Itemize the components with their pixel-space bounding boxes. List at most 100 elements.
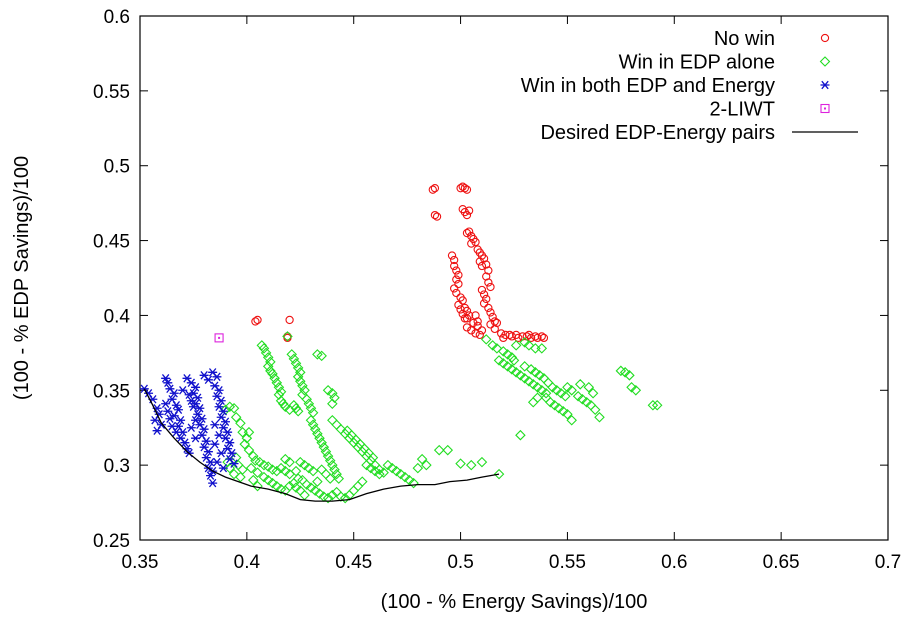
- data-point: [329, 392, 340, 404]
- data-point: [314, 488, 325, 499]
- data-point: [452, 288, 461, 298]
- data-point: [267, 368, 278, 380]
- data-point: [367, 452, 379, 463]
- data-point: [267, 477, 278, 489]
- data-point: [250, 455, 261, 466]
- data-point: [391, 465, 402, 477]
- data-point: [594, 411, 605, 423]
- data-point: [484, 278, 493, 287]
- data-point: [299, 385, 310, 396]
- data-point: [262, 461, 274, 472]
- data-point: [356, 476, 368, 487]
- data-point: [152, 426, 162, 435]
- data-point: [574, 379, 586, 390]
- data-point: [458, 182, 467, 191]
- data-point: [365, 462, 377, 474]
- data-point: [523, 340, 535, 351]
- data-point: [301, 393, 312, 405]
- data-point: [525, 364, 537, 375]
- data-point: [299, 459, 310, 471]
- data-point: [493, 355, 505, 366]
- data-point: [581, 396, 592, 408]
- data-point: [454, 270, 463, 280]
- data-point: [510, 340, 522, 351]
- data-point: [324, 473, 336, 484]
- x-tick-label: 0.7: [875, 552, 901, 573]
- data-point: [186, 396, 196, 406]
- data-point: [532, 392, 543, 404]
- data-point: [253, 315, 262, 325]
- data-point: [493, 468, 505, 480]
- data-point: [161, 399, 171, 409]
- data-point: [454, 279, 463, 289]
- data-point: [537, 332, 546, 341]
- data-point: [265, 365, 276, 377]
- y-tick-label: 0.6: [104, 7, 130, 28]
- data-point: [295, 456, 306, 468]
- data-point: [169, 389, 179, 398]
- series-3: [214, 333, 224, 343]
- data-point: [471, 237, 480, 247]
- data-point: [433, 444, 445, 456]
- data-point: [523, 376, 535, 387]
- data-point: [303, 398, 315, 410]
- data-point: [619, 367, 631, 378]
- data-point: [374, 468, 385, 480]
- data-point: [475, 330, 484, 340]
- data-point: [216, 448, 226, 458]
- data-point: [309, 485, 321, 496]
- data-point: [361, 459, 372, 471]
- data-point: [531, 332, 540, 341]
- data-point: [297, 474, 308, 486]
- data-point: [502, 349, 513, 360]
- data-point: [163, 406, 173, 416]
- data-point: [566, 414, 577, 426]
- data-point: [327, 388, 338, 399]
- data-point: [450, 261, 459, 271]
- legend-label: No win: [714, 28, 775, 50]
- data-point: [214, 430, 224, 440]
- data-point: [195, 403, 205, 413]
- data-point: [482, 260, 491, 269]
- data-point: [530, 367, 541, 378]
- data-point: [508, 355, 520, 366]
- data-point: [271, 377, 283, 389]
- data-point: [530, 343, 541, 354]
- data-point: [462, 185, 472, 194]
- y-tick-label: 0.5: [104, 157, 130, 178]
- data-point: [549, 399, 560, 411]
- data-point: [210, 439, 220, 449]
- data-point: [506, 352, 518, 363]
- data-point: [447, 251, 457, 260]
- data-point: [536, 343, 548, 354]
- data-point: [428, 185, 437, 194]
- data-point: [647, 399, 659, 411]
- data-point: [180, 438, 190, 447]
- data-point: [297, 380, 308, 392]
- data-point: [225, 438, 235, 447]
- data-point: [462, 210, 472, 220]
- x-tick-label: 0.35: [122, 552, 159, 573]
- data-point: [473, 321, 482, 331]
- x-axis-label: (100 - % Energy Savings)/100: [381, 591, 648, 613]
- data-point: [551, 385, 563, 396]
- data-point: [314, 432, 325, 444]
- data-point: [191, 415, 201, 425]
- data-point: [230, 411, 242, 423]
- data-point: [455, 458, 466, 469]
- x-tick-label: 0.4: [234, 552, 261, 573]
- data-point: [271, 480, 283, 492]
- data-point: [487, 340, 498, 351]
- data-point: [269, 373, 280, 384]
- data-point: [327, 459, 338, 471]
- x-axis-ticks: 0.35 0.4 0.45 0.5 0.55 0.6 0.65 0.7: [122, 16, 901, 573]
- data-point: [262, 361, 274, 372]
- data-point: [412, 462, 424, 474]
- data-point: [305, 414, 317, 426]
- data-point: [292, 405, 304, 417]
- data-point: [369, 465, 381, 477]
- data-point: [203, 375, 213, 385]
- data-point: [188, 402, 198, 412]
- y-tick-label: 0.3: [104, 456, 130, 477]
